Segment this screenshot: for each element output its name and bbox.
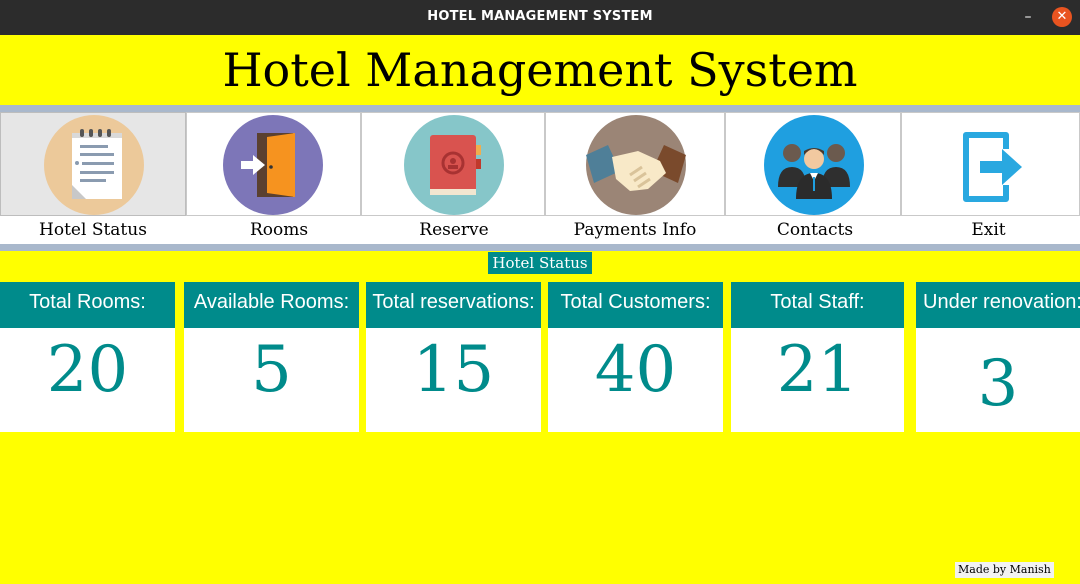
top-divider bbox=[0, 105, 1080, 112]
stat-label: Total Customers: bbox=[548, 282, 723, 328]
stat-value: 5 bbox=[251, 333, 292, 407]
stat-value: 21 bbox=[776, 333, 859, 407]
handshake-icon bbox=[586, 115, 686, 215]
nav-reserve-button[interactable] bbox=[361, 112, 545, 216]
stat-value: 3 bbox=[977, 347, 1019, 421]
nav-label-hotel-status: Hotel Status bbox=[39, 220, 147, 240]
people-icon bbox=[764, 115, 864, 215]
stat-value: 40 bbox=[594, 333, 677, 407]
stat-card-total-rooms: Total Rooms: 20 bbox=[0, 282, 175, 432]
nav-rooms-button[interactable] bbox=[186, 112, 361, 216]
stat-label: Total Staff: bbox=[731, 282, 904, 328]
stat-card-total-customers: Total Customers: 40 bbox=[548, 282, 723, 432]
stat-value: 15 bbox=[412, 333, 495, 407]
nav-label-rooms: Rooms bbox=[249, 220, 309, 240]
door-icon bbox=[223, 115, 323, 215]
credit-label: Made by Manish bbox=[955, 562, 1054, 578]
stat-card-available-rooms: Available Rooms: 5 bbox=[184, 282, 359, 432]
window-titlebar: HOTEL MANAGEMENT SYSTEM – ✕ bbox=[0, 0, 1080, 35]
nav-exit-button[interactable] bbox=[901, 112, 1080, 216]
stat-label: Total reservations: bbox=[366, 282, 541, 328]
nav-hotel-status-button[interactable] bbox=[0, 112, 186, 216]
section-label: Hotel Status bbox=[488, 252, 592, 274]
window-title: HOTEL MANAGEMENT SYSTEM bbox=[427, 9, 653, 24]
booklet-icon bbox=[404, 115, 504, 215]
close-button[interactable]: ✕ bbox=[1052, 7, 1072, 27]
stat-card-total-staff: Total Staff: 21 bbox=[731, 282, 904, 432]
nav-toolbar: Hotel Status Rooms Reserve Payments Info… bbox=[0, 112, 1080, 244]
stat-card-under-renovation: Under renovation: 3 bbox=[916, 282, 1080, 432]
stat-label: Total Rooms: bbox=[0, 282, 175, 328]
nav-contacts-button[interactable] bbox=[725, 112, 901, 216]
stat-card-total-reservations: Total reservations: 15 bbox=[366, 282, 541, 432]
stat-value: 20 bbox=[46, 333, 129, 407]
toolbar-divider bbox=[0, 244, 1080, 251]
nav-label-exit: Exit bbox=[971, 220, 1006, 240]
stat-label: Available Rooms: bbox=[184, 282, 359, 328]
exit-icon bbox=[963, 132, 1022, 202]
nav-label-reserve: Reserve bbox=[419, 220, 489, 240]
minimize-button[interactable]: – bbox=[1024, 9, 1032, 25]
nav-label-contacts: Contacts bbox=[776, 220, 854, 240]
nav-payments-info-button[interactable] bbox=[545, 112, 725, 216]
notepad-icon bbox=[44, 115, 144, 215]
nav-label-payments-info: Payments Info bbox=[573, 220, 697, 240]
page-title: Hotel Management System bbox=[222, 43, 858, 97]
stat-label: Under renovation: bbox=[916, 282, 1080, 328]
